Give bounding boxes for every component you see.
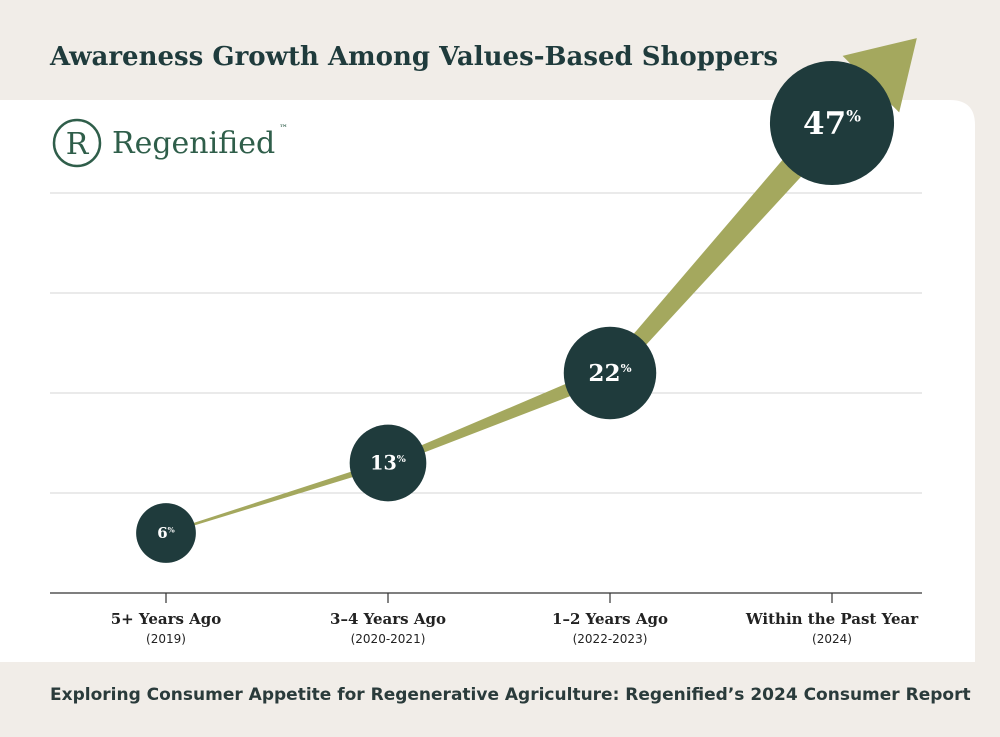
plot: 6% 5+ Years Ago (2019) 13% 3–4 Years Ago (202… <box>50 38 922 646</box>
chart-title: Awareness Growth Among Values-Based Shop… <box>49 42 778 72</box>
x-tick-label: 5+ Years Ago <box>111 610 222 628</box>
bubble <box>769 60 895 186</box>
logo-ring <box>52 118 102 168</box>
value-label: 13% <box>370 452 406 475</box>
x-tick-label: 3–4 Years Ago <box>330 610 446 628</box>
bubble <box>349 424 427 502</box>
bubble <box>136 503 196 563</box>
x-sublabel: (2020-2021) <box>351 632 426 646</box>
brand-mark: ™ <box>279 124 288 134</box>
value-label: 22% <box>588 360 631 387</box>
logo-initial: R <box>66 127 90 162</box>
bubble <box>563 326 657 420</box>
brand: Regenified <box>112 126 275 161</box>
value-label: 47% <box>803 106 861 142</box>
x-tick-label: 1–2 Years Ago <box>552 610 668 628</box>
caption: Exploring Consumer Appetite for Regenera… <box>50 685 971 705</box>
x-tick-label: Within the Past Year <box>745 610 919 628</box>
x-sublabel: (2024) <box>812 632 852 646</box>
x-sublabel: (2019) <box>146 632 186 646</box>
value-label: 6% <box>157 524 175 542</box>
x-sublabel: (2022-2023) <box>573 632 648 646</box>
